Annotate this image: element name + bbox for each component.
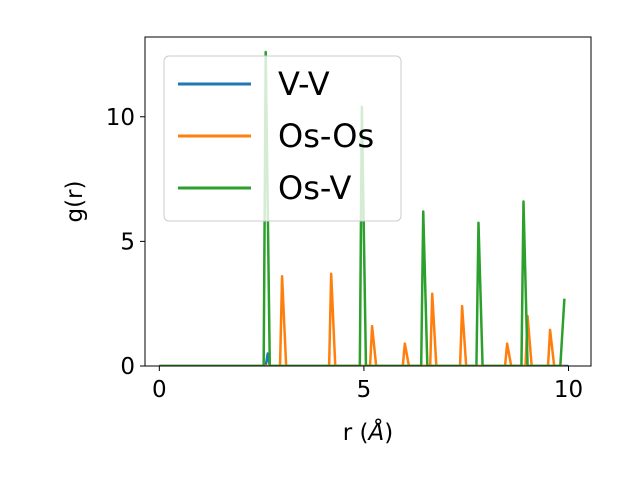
ticks-layer: 0 5 10 0 5 10 bbox=[106, 105, 583, 403]
legend-label-os-os: Os-Os bbox=[278, 117, 374, 155]
x-axis-label: r (Å) bbox=[343, 418, 393, 446]
series-layer bbox=[159, 50, 569, 366]
legend-label-v-v: V-V bbox=[278, 65, 330, 103]
series-line-v-v bbox=[159, 352, 569, 366]
x-tick-label: 0 bbox=[152, 377, 167, 403]
y-tick-label: 10 bbox=[106, 105, 135, 131]
y-tick-label: 5 bbox=[120, 229, 135, 255]
legend-label-os-v: Os-V bbox=[278, 169, 352, 207]
y-axis-label: g(r) bbox=[62, 180, 88, 222]
y-tick-label: 0 bbox=[120, 354, 135, 380]
x-tick-label: 10 bbox=[554, 377, 583, 403]
x-axis-label-close: ) bbox=[384, 420, 393, 446]
series-line-os-v bbox=[159, 50, 566, 366]
legend: V-V Os-Os Os-V bbox=[163, 55, 402, 222]
x-axis-label-text: r ( bbox=[343, 420, 369, 446]
legend-box bbox=[163, 55, 402, 222]
series-line-os-os bbox=[159, 272, 565, 366]
x-tick-label: 5 bbox=[357, 377, 372, 403]
x-axis-label-unit: Å bbox=[367, 418, 385, 446]
axes-frame bbox=[144, 36, 592, 367]
